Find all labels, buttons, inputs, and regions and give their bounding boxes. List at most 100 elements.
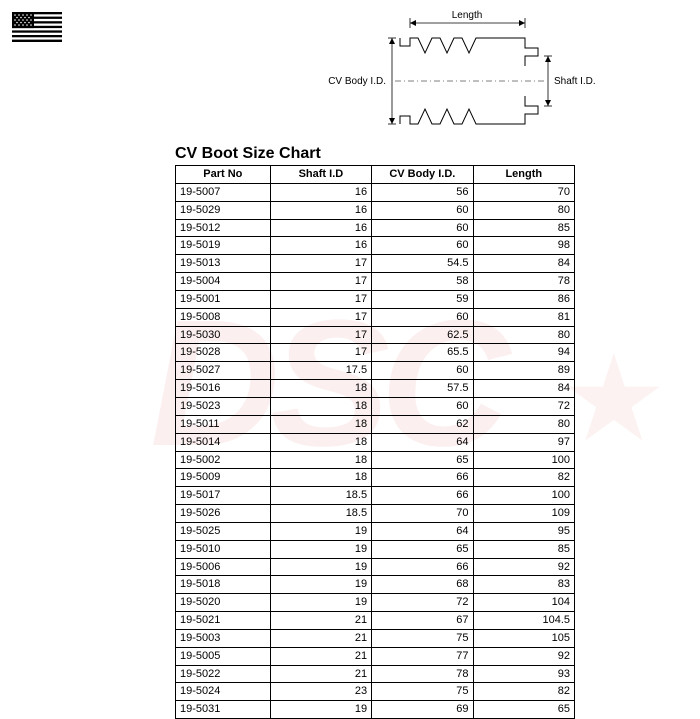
- cell-body: 66: [372, 558, 473, 576]
- diagram-length-label: Length: [452, 10, 483, 21]
- cell-length: 100: [473, 487, 574, 505]
- cell-part: 19-5027: [176, 362, 271, 380]
- cell-part: 19-5023: [176, 397, 271, 415]
- cell-part: 19-5031: [176, 701, 271, 719]
- cv-boot-diagram: Length CV Body I.D. Shaft I.D.: [300, 8, 600, 138]
- table-row: 19-5009186682: [176, 469, 575, 487]
- col-body: CV Body I.D.: [372, 166, 473, 184]
- cell-shaft: 17: [270, 308, 371, 326]
- cell-shaft: 21: [270, 629, 371, 647]
- cell-part: 19-5002: [176, 451, 271, 469]
- table-row: 19-5008176081: [176, 308, 575, 326]
- cell-length: 81: [473, 308, 574, 326]
- cell-body: 60: [372, 219, 473, 237]
- cell-length: 85: [473, 540, 574, 558]
- table-row: 19-50021865100: [176, 451, 575, 469]
- cell-body: 54.5: [372, 255, 473, 273]
- cell-shaft: 18: [270, 451, 371, 469]
- table-row: 19-5012166085: [176, 219, 575, 237]
- cell-length: 89: [473, 362, 574, 380]
- cell-shaft: 19: [270, 576, 371, 594]
- cell-length: 98: [473, 237, 574, 255]
- cell-part: 19-5004: [176, 273, 271, 291]
- cell-body: 65: [372, 451, 473, 469]
- table-row: 19-502618.570109: [176, 505, 575, 523]
- cell-body: 65: [372, 540, 473, 558]
- cell-body: 66: [372, 487, 473, 505]
- table-row: 19-50281765.594: [176, 344, 575, 362]
- table-row: 19-5019166098: [176, 237, 575, 255]
- cell-shaft: 18.5: [270, 487, 371, 505]
- table-row: 19-50301762.580: [176, 326, 575, 344]
- diagram-body-label: CV Body I.D.: [328, 76, 386, 87]
- cell-body: 64: [372, 433, 473, 451]
- cell-shaft: 17: [270, 290, 371, 308]
- cell-body: 60: [372, 201, 473, 219]
- cell-length: 72: [473, 397, 574, 415]
- cell-shaft: 19: [270, 558, 371, 576]
- cell-length: 80: [473, 326, 574, 344]
- table-row: 19-5001175986: [176, 290, 575, 308]
- table-row: 19-5005217792: [176, 647, 575, 665]
- cell-part: 19-5011: [176, 415, 271, 433]
- cell-part: 19-5005: [176, 647, 271, 665]
- cell-body: 62: [372, 415, 473, 433]
- cell-body: 60: [372, 237, 473, 255]
- table-row: 19-5018196883: [176, 576, 575, 594]
- cell-length: 104: [473, 594, 574, 612]
- cell-length: 92: [473, 647, 574, 665]
- cell-part: 19-5028: [176, 344, 271, 362]
- cell-part: 19-5025: [176, 522, 271, 540]
- table-row: 19-50201972104: [176, 594, 575, 612]
- col-shaft: Shaft I.D: [270, 166, 371, 184]
- cell-part: 19-5007: [176, 183, 271, 201]
- cell-body: 75: [372, 629, 473, 647]
- table-row: 19-5031196965: [176, 701, 575, 719]
- table-row: 19-5006196692: [176, 558, 575, 576]
- table-header-row: Part No Shaft I.D CV Body I.D. Length: [176, 166, 575, 184]
- cell-part: 19-5014: [176, 433, 271, 451]
- table-row: 19-5024237582: [176, 683, 575, 701]
- cell-body: 70: [372, 505, 473, 523]
- cell-length: 83: [473, 576, 574, 594]
- table-row: 19-501718.566100: [176, 487, 575, 505]
- cell-length: 104.5: [473, 612, 574, 630]
- cell-shaft: 23: [270, 683, 371, 701]
- cell-body: 77: [372, 647, 473, 665]
- table-row: 19-5007165670: [176, 183, 575, 201]
- cell-shaft: 19: [270, 522, 371, 540]
- cell-part: 19-5012: [176, 219, 271, 237]
- cell-part: 19-5006: [176, 558, 271, 576]
- cell-shaft: 21: [270, 612, 371, 630]
- cell-length: 84: [473, 255, 574, 273]
- cell-part: 19-5019: [176, 237, 271, 255]
- cell-length: 95: [473, 522, 574, 540]
- cell-body: 62.5: [372, 326, 473, 344]
- cell-shaft: 21: [270, 647, 371, 665]
- table-row: 19-5023186072: [176, 397, 575, 415]
- table-row: 19-50032175105: [176, 629, 575, 647]
- diagram-shaft-label: Shaft I.D.: [554, 76, 596, 87]
- cell-body: 59: [372, 290, 473, 308]
- cell-part: 19-5001: [176, 290, 271, 308]
- cell-length: 86: [473, 290, 574, 308]
- cell-shaft: 18.5: [270, 505, 371, 523]
- table-row: 19-5029166080: [176, 201, 575, 219]
- cell-shaft: 18: [270, 380, 371, 398]
- table-row: 19-502717.56089: [176, 362, 575, 380]
- cell-length: 85: [473, 219, 574, 237]
- cell-shaft: 17.5: [270, 362, 371, 380]
- cell-shaft: 17: [270, 326, 371, 344]
- cell-length: 97: [473, 433, 574, 451]
- cell-shaft: 19: [270, 594, 371, 612]
- cell-length: 78: [473, 273, 574, 291]
- cell-shaft: 16: [270, 219, 371, 237]
- cell-shaft: 17: [270, 255, 371, 273]
- cell-body: 60: [372, 308, 473, 326]
- cell-shaft: 21: [270, 665, 371, 683]
- cell-length: 82: [473, 683, 574, 701]
- cell-body: 60: [372, 362, 473, 380]
- cell-body: 56: [372, 183, 473, 201]
- cell-length: 80: [473, 415, 574, 433]
- table-row: 19-5022217893: [176, 665, 575, 683]
